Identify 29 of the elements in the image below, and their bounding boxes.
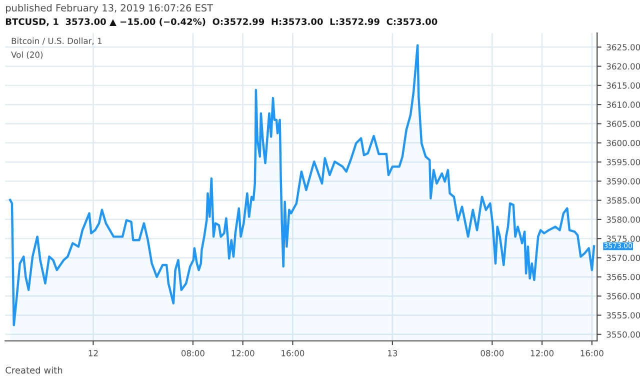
x-tick-label: 12:00 — [232, 350, 254, 356]
y-tick-label: 3560.00 — [606, 293, 640, 300]
chart-subtitle: BTCUSD, 1 3573.00 ▲ −15.00 (−0.42%) O:3572.99 H:3573.00 L:3572.99 C:3573.00 — [6, 18, 438, 26]
x-tick-label: 08:00 — [182, 350, 204, 356]
y-tick-label: 3595.00 — [606, 158, 640, 166]
y-tick-label: 3585.00 — [606, 197, 640, 204]
x-tick-label: 08:00 — [480, 350, 504, 356]
y-tick-label: 3555.00 — [606, 312, 640, 318]
text: Created with — [6, 366, 62, 374]
y-tick-label: 3575.00 — [606, 236, 640, 242]
y-tick-label: 3600.00 — [606, 140, 640, 146]
x-tick-label: 13 — [388, 350, 398, 356]
x-tick-label: 12 — [88, 350, 98, 356]
text: published February 13, 2019 16:07:26 EST — [6, 4, 214, 14]
y-tick-label: 3615.00 — [606, 82, 640, 89]
x-tick-label: 16:00 — [282, 350, 304, 356]
annotation: Vol (20) — [11, 51, 43, 59]
x-tick-label: 16:00 — [580, 350, 604, 356]
y-tick-label: 3625.00 — [606, 44, 640, 50]
chart-title: Bitcoin / U.S. Dollar, 1 — [12, 38, 102, 45]
y-tick-label: 3605.00 — [606, 120, 640, 127]
y-tick-label: 3570.00 — [606, 254, 640, 262]
x-tick-label: 12:00 — [530, 350, 554, 356]
y-tick-label: 3590.00 — [606, 178, 640, 184]
y-tick-label: 3550.00 — [606, 331, 640, 338]
y-tick-label: 3610.00 — [606, 102, 640, 108]
y-tick-label: 3565.00 — [606, 274, 640, 280]
y-tick-label: 3620.00 — [606, 63, 640, 70]
y-tick-label: 3580.00 — [606, 216, 640, 223]
